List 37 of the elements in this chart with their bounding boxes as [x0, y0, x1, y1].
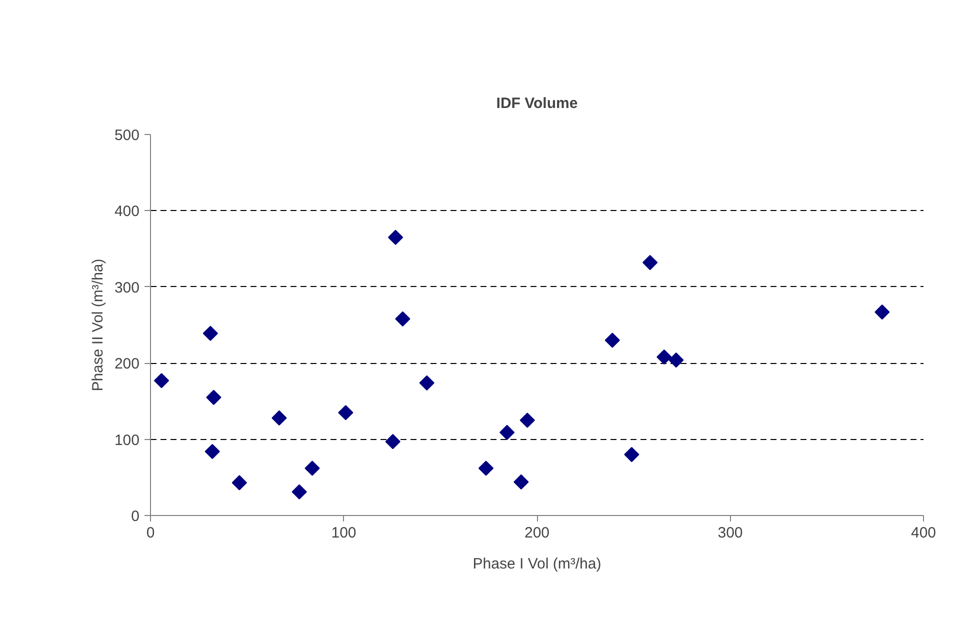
y-tick-label: 0	[131, 508, 140, 525]
point	[338, 405, 354, 420]
y-tick-label: 500	[114, 127, 140, 144]
point	[202, 326, 218, 341]
point	[232, 475, 247, 490]
point	[478, 460, 494, 476]
y-tick-label: 100	[114, 432, 140, 449]
point	[292, 484, 307, 500]
x-axis-title: Phase I Vol (m³/ha)	[472, 556, 602, 572]
point	[388, 230, 404, 245]
point	[154, 373, 170, 388]
point	[874, 304, 890, 320]
point	[395, 311, 410, 326]
point	[304, 460, 320, 476]
point	[272, 410, 287, 426]
point	[656, 349, 672, 365]
chart-title: IDF Volume	[496, 95, 578, 112]
x-tick-label: 100	[331, 524, 356, 542]
y-axis-title: Phase II Vol (m³/ha)	[89, 258, 106, 392]
y-tick-label: 400	[114, 203, 140, 220]
point	[642, 254, 658, 270]
point	[499, 424, 515, 440]
x-tick-label: 200	[524, 524, 550, 542]
point	[419, 375, 434, 390]
x-tick-label: 300	[718, 524, 743, 542]
point	[206, 390, 222, 405]
x-tick-label: 400	[910, 524, 936, 542]
point	[624, 446, 640, 462]
point	[385, 434, 400, 450]
x-tick-label: 0	[146, 524, 155, 542]
point	[514, 474, 529, 490]
point	[604, 332, 620, 348]
y-tick-label: 200	[114, 356, 140, 373]
y-tick-label: 300	[114, 279, 140, 296]
point	[668, 352, 684, 368]
point	[520, 412, 535, 428]
point	[204, 444, 220, 460]
